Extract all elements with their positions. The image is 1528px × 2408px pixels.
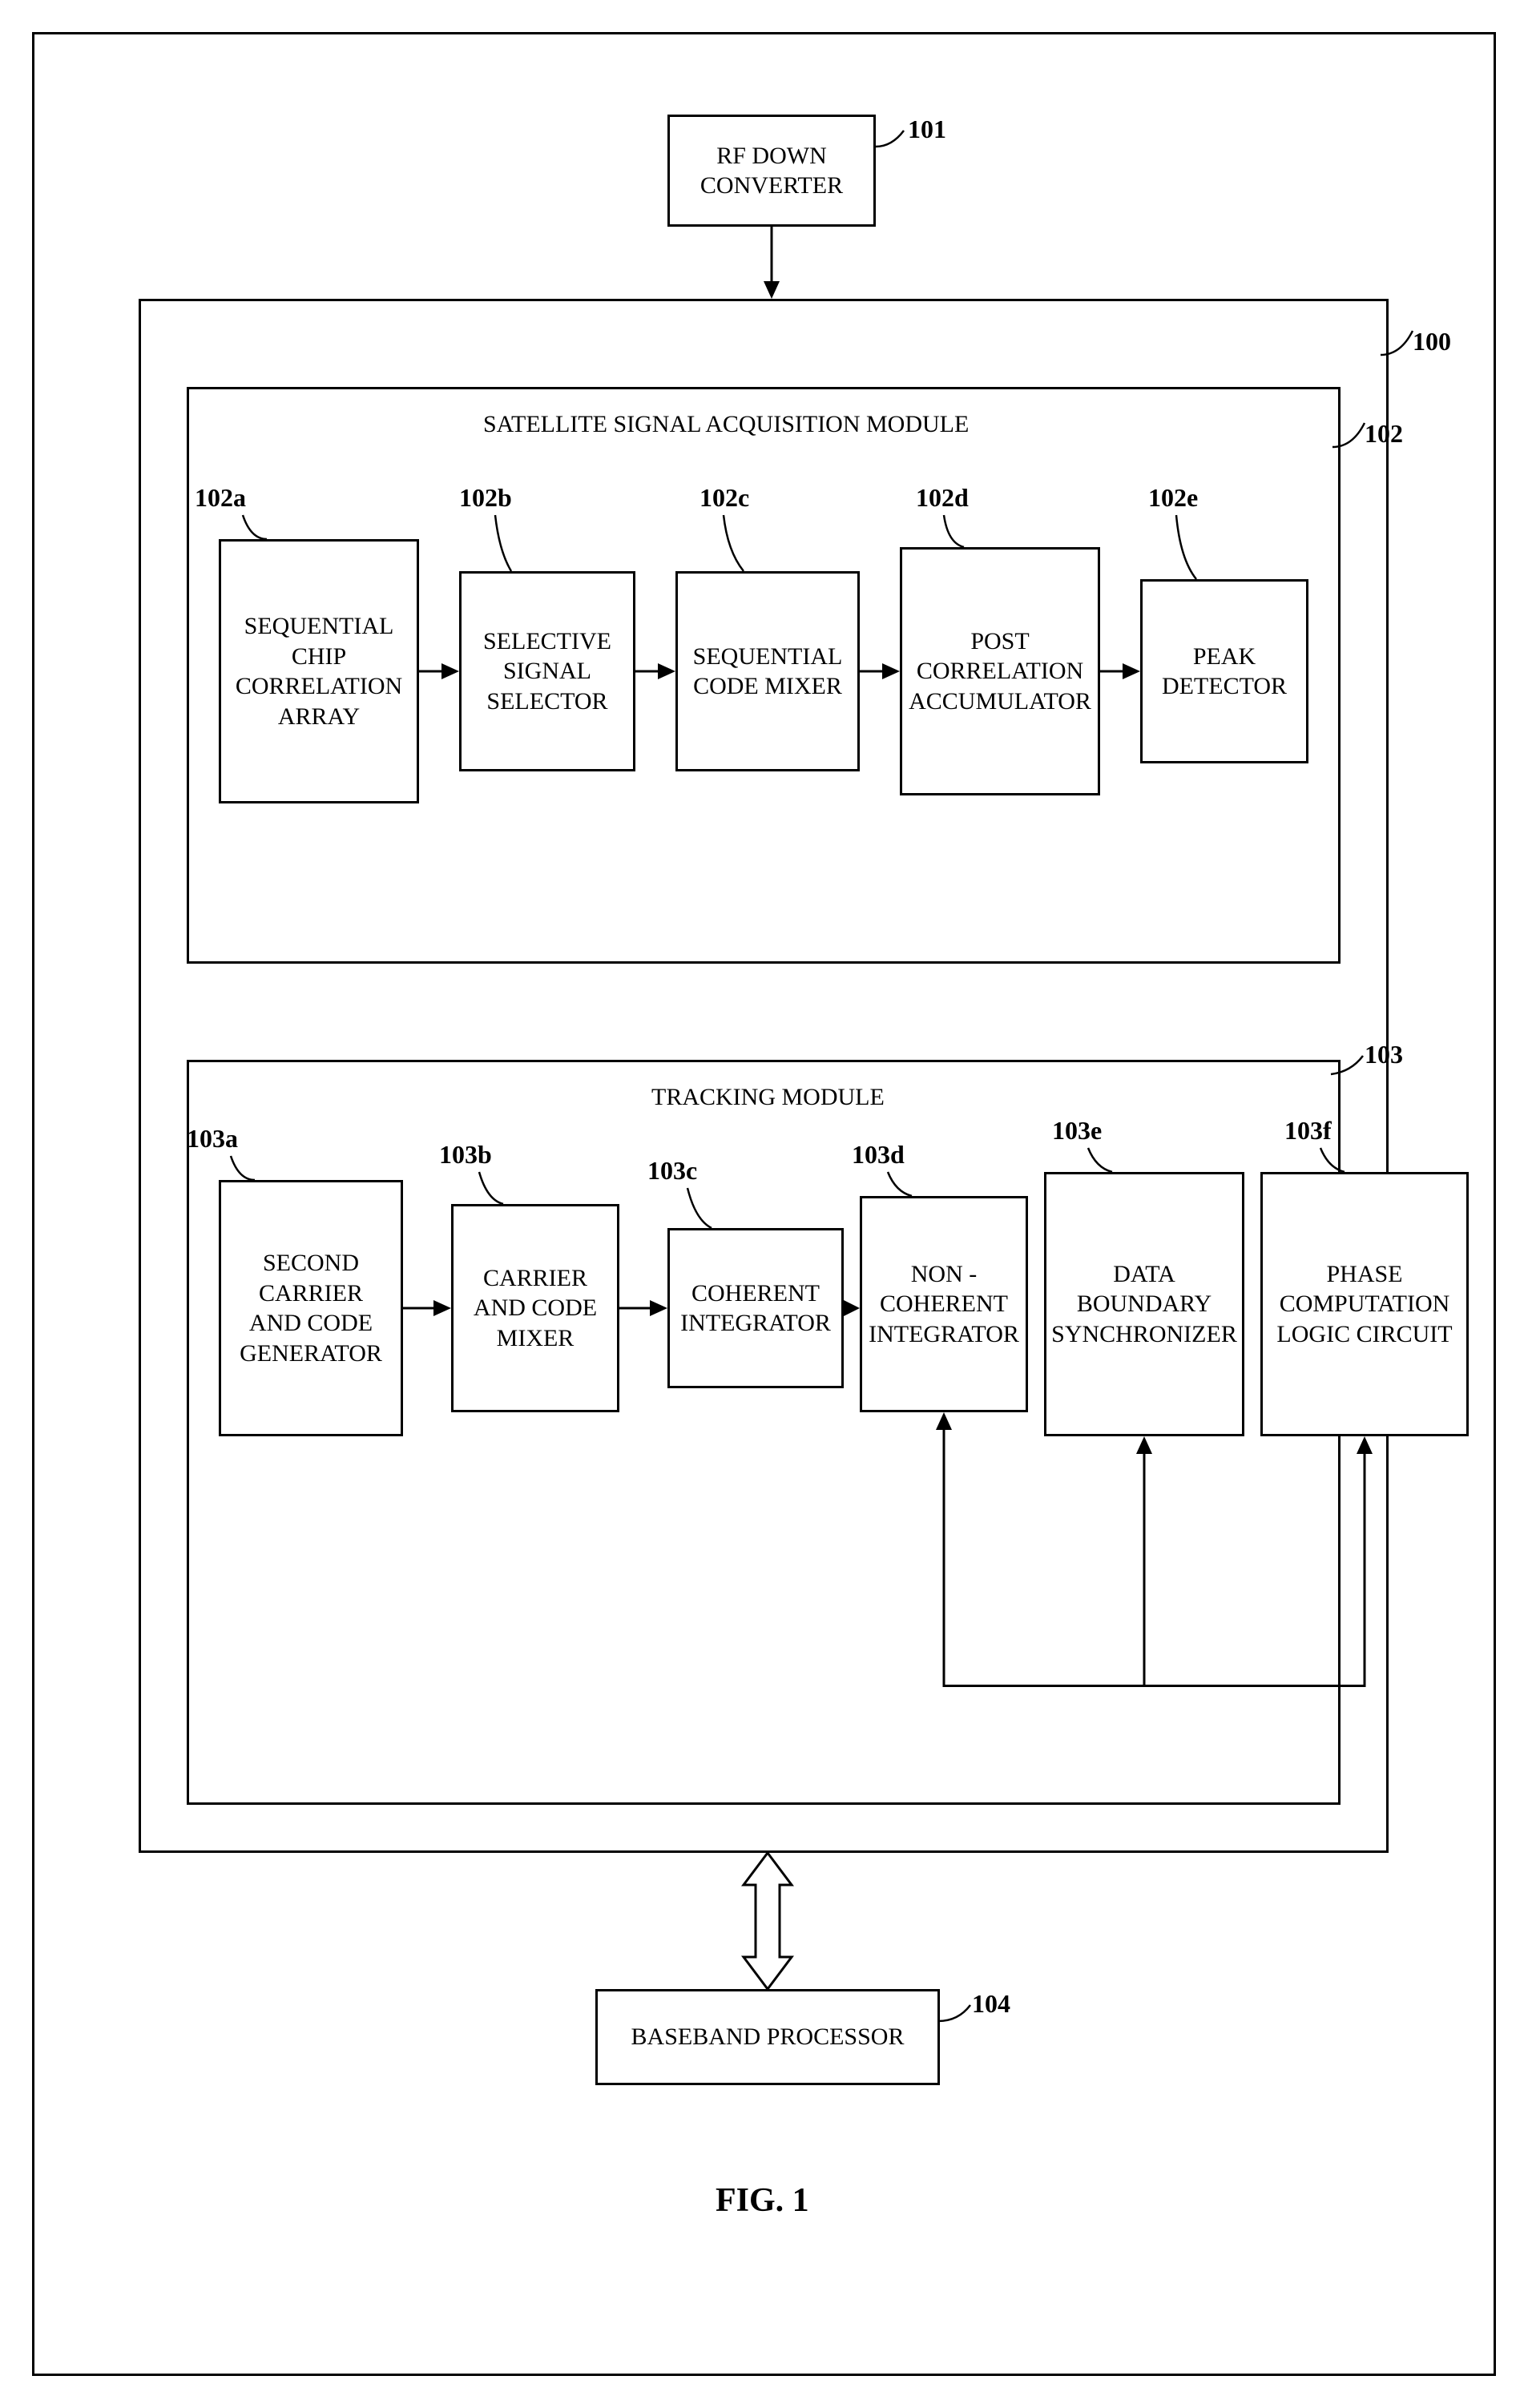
leader-102e [1172,511,1204,583]
post-corr-accumulator-label: POSTCORRELATIONACCUMULATOR [909,626,1091,717]
bidir-arrow-main-baseband [732,1853,804,1989]
sequential-code-mixer-label: SEQUENTIALCODE MIXER [693,642,843,702]
carrier-code-mixer-label: CARRIERAND CODEMIXER [474,1263,597,1354]
tracking-module-title: TRACKING MODULE [651,1084,885,1111]
arrow-bus-103d [932,1412,956,1687]
leader-103 [1331,1052,1371,1076]
non-coherent-integrator-label: NON -COHERENTINTEGRATOR [869,1259,1019,1350]
arrow-bus-103f [1353,1436,1377,1687]
ref-102e: 102e [1148,483,1198,513]
leader-102d [940,511,972,551]
phase-computation-block: PHASECOMPUTATIONLOGIC CIRCUIT [1260,1172,1469,1436]
rf-down-converter-label: RF DOWNCONVERTER [700,141,843,201]
non-coherent-integrator-block: NON -COHERENTINTEGRATOR [860,1196,1028,1412]
second-carrier-code-gen-block: SECONDCARRIERAND CODEGENERATOR [219,1180,403,1436]
coherent-integrator-block: COHERENTINTEGRATOR [667,1228,844,1388]
leader-102c [720,511,752,575]
coherent-integrator-label: COHERENTINTEGRATOR [680,1278,831,1339]
seq-chip-corr-array-label: SEQUENTIALCHIPCORRELATIONARRAY [236,611,402,731]
arrow-103b-103c [619,1296,667,1320]
selective-signal-selector-label: SELECTIVESIGNALSELECTOR [483,626,611,717]
leader-102b [495,511,527,575]
peak-detector-block: PEAKDETECTOR [1140,579,1308,763]
baseband-processor-block: BASEBAND PROCESSOR [595,1989,940,2085]
arrow-102a-102b [419,659,459,683]
data-boundary-sync-label: DATABOUNDARYSYNCHRONIZER [1051,1259,1237,1350]
leader-103c [687,1184,720,1232]
ref-102c: 102c [699,483,749,513]
leader-103e [1088,1144,1120,1176]
seq-chip-corr-array-block: SEQUENTIALCHIPCORRELATIONARRAY [219,539,419,803]
ref-102a: 102a [195,483,246,513]
rf-down-converter-block: RF DOWNCONVERTER [667,115,876,227]
ref-103f: 103f [1284,1116,1332,1146]
data-boundary-sync-block: DATABOUNDARYSYNCHRONIZER [1044,1172,1244,1436]
ref-102d: 102d [916,483,969,513]
arrow-102d-102e [1100,659,1140,683]
arrow-bus-103e [1132,1436,1156,1687]
selective-signal-selector-block: SELECTIVESIGNALSELECTOR [459,571,635,771]
phase-computation-label: PHASECOMPUTATIONLOGIC CIRCUIT [1276,1259,1452,1350]
arrow-103c-103d [844,1296,860,1320]
acquisition-module-title: SATELLITE SIGNAL ACQUISITION MODULE [483,411,969,438]
leader-104 [938,2001,978,2025]
leader-100 [1381,323,1421,355]
leader-102 [1332,415,1373,447]
arrow-rf-to-main [760,227,784,299]
ref-102b: 102b [459,483,512,513]
line-103c-103d [844,1307,846,1309]
arrow-103a-103b [403,1296,451,1320]
peak-detector-label: PEAKDETECTOR [1162,642,1287,702]
ref-103c: 103c [647,1156,697,1186]
ref-103e: 103e [1052,1116,1102,1146]
sequential-code-mixer-block: SEQUENTIALCODE MIXER [675,571,860,771]
leader-103f [1320,1144,1353,1176]
leader-103d [888,1168,920,1200]
ref-103a: 103a [187,1124,238,1154]
ref-103d: 103d [852,1140,905,1170]
leader-101 [876,127,916,151]
carrier-code-mixer-block: CARRIERAND CODEMIXER [451,1204,619,1412]
leader-103b [479,1168,511,1208]
baseband-processor-label: BASEBAND PROCESSOR [631,2022,905,2052]
figure-page: RF DOWNCONVERTER 101 100 SATELLITE SIGNA… [32,32,1496,2376]
leader-102a [243,511,275,543]
arrow-102c-102d [860,659,900,683]
arrow-102b-102c [635,659,675,683]
figure-caption: FIG. 1 [716,2181,809,2220]
second-carrier-code-gen-label: SECONDCARRIERAND CODEGENERATOR [240,1248,382,1368]
post-corr-accumulator-block: POSTCORRELATIONACCUMULATOR [900,547,1100,795]
leader-103a [231,1152,263,1184]
ref-103b: 103b [439,1140,492,1170]
